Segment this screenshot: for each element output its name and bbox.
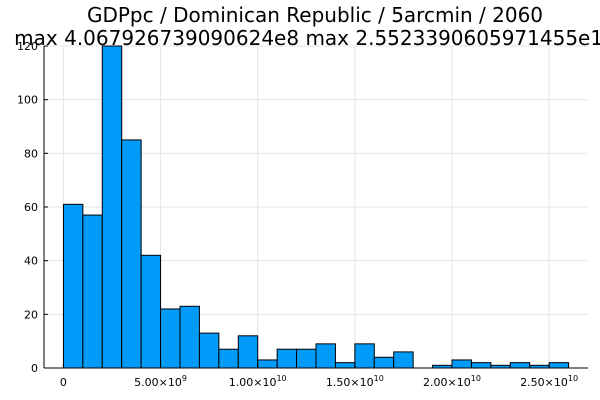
histogram-bar (276, 348, 298, 369)
histogram-bar (198, 332, 220, 369)
x-tick-label: 1.00×1010 (229, 374, 287, 389)
y-tick-label: 80 (24, 147, 38, 160)
y-tick-label: 120 (17, 40, 38, 53)
histogram-bar (354, 343, 375, 369)
axes (43, 45, 588, 369)
histogram-bar (160, 308, 181, 369)
y-tick-label: 20 (24, 308, 38, 321)
y-tick-label: 60 (24, 201, 38, 214)
histogram-bar (470, 362, 492, 369)
histogram-bar (257, 359, 278, 369)
y-tick-label: 0 (31, 362, 38, 375)
x-tick-label: 0 (60, 376, 67, 389)
y-tick-label: 100 (17, 94, 38, 107)
y-tick-label: 40 (24, 255, 38, 268)
x-tick-label: 2.50×1010 (520, 374, 578, 389)
histogram-bar (237, 335, 259, 369)
histogram-bar (62, 203, 84, 369)
histogram-bar (82, 214, 103, 369)
histogram-bar (296, 348, 317, 369)
histogram-bar (334, 362, 356, 369)
histogram-bar (393, 351, 414, 369)
histogram-bar (373, 356, 395, 369)
histogram-bars (62, 45, 570, 369)
tick-labels: 0 20 40 60 80 100 120 0 5.00×109 1.00×1010 1.50×10… (17, 40, 578, 389)
histogram-bar (101, 45, 123, 369)
histogram-bar (315, 343, 336, 369)
histogram-bar (179, 305, 200, 369)
x-tick-label: 2.00×1010 (423, 374, 481, 389)
histogram-bar (451, 359, 472, 369)
histogram-bar (218, 348, 239, 369)
histogram-bar (121, 139, 142, 369)
histogram-bar (548, 362, 570, 369)
chart-subtitle: max 4.067926739090624e8 max 2.5523390605… (14, 26, 600, 50)
x-tick-label: 5.00×109 (134, 374, 187, 389)
histogram-bar (140, 254, 162, 369)
chart-title: GDPpc / Dominican Republic / 5arcmin / 2… (87, 3, 543, 27)
histogram-bar (509, 362, 531, 369)
x-tick-label: 1.50×1010 (326, 374, 384, 389)
